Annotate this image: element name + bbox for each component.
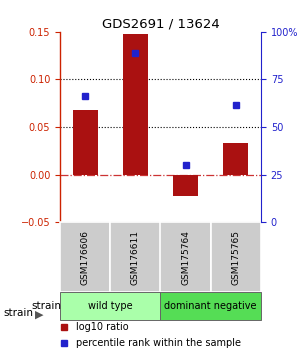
Text: strain: strain [31,301,61,311]
Bar [160,292,261,320]
Bar [73,110,98,175]
Text: strain: strain [3,308,33,318]
Text: GSM176611: GSM176611 [131,230,140,285]
Text: percentile rank within the sample: percentile rank within the sample [76,338,241,348]
Bar [123,34,148,175]
Text: dominant negative: dominant negative [164,301,257,311]
Text: log10 ratio: log10 ratio [76,322,129,332]
Text: ▶: ▶ [34,309,43,319]
Text: wild type: wild type [88,301,133,311]
Bar [223,143,248,175]
Text: GSM175765: GSM175765 [231,230,240,285]
Text: GSM175764: GSM175764 [181,230,190,285]
Bar [173,175,198,196]
Title: GDS2691 / 13624: GDS2691 / 13624 [102,18,219,31]
Text: GSM176606: GSM176606 [81,230,90,285]
Bar [211,222,261,292]
Bar [110,222,160,292]
Bar [160,222,211,292]
Bar [60,292,160,320]
Bar [60,222,110,292]
